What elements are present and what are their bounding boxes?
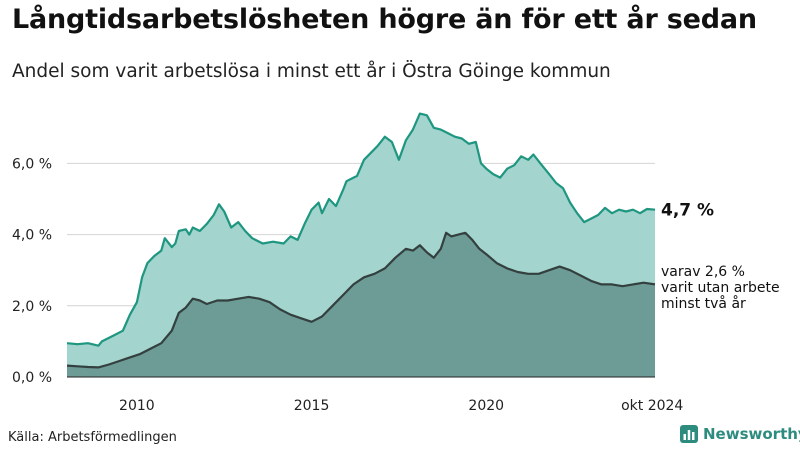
x-tick-label: okt 2024	[621, 398, 683, 414]
long-term-end-label: varit utan arbete	[661, 280, 780, 296]
y-tick-label: 0,0 %	[12, 370, 52, 386]
x-tick-label: 2020	[468, 398, 504, 414]
series-areas	[66, 112, 656, 377]
x-tick-label: 2015	[294, 398, 330, 414]
long-term-end-label: minst två år	[661, 295, 746, 312]
y-tick-label: 4,0 %	[12, 228, 52, 244]
total-line	[66, 112, 656, 347]
source-note: Källa: Arbetsförmedlingen	[8, 430, 177, 445]
chart-subtitle: Andel som varit arbetslösa i minst ett å…	[12, 61, 611, 82]
long-term-end-label: varav 2,6 %	[661, 264, 745, 280]
long-term-line	[66, 231, 656, 369]
bar-chart-icon	[680, 425, 698, 443]
y-tick-label: 2,0 %	[12, 299, 52, 315]
y-tick-label: 6,0 %	[12, 156, 52, 172]
total-end-label: 4,7 %	[661, 201, 714, 221]
axis-ticks: 0,0 % 2,0 % 4,0 % 6,0 % 2010 2015 2020 okt 2024	[12, 156, 683, 414]
newsworthy-logo[interactable]: Newsworthy	[680, 425, 800, 443]
x-tick-label: 2010	[119, 398, 155, 414]
logo-text: Newsworthy	[703, 425, 800, 443]
chart-title: Långtidsarbetslösheten högre än för ett …	[12, 4, 757, 35]
